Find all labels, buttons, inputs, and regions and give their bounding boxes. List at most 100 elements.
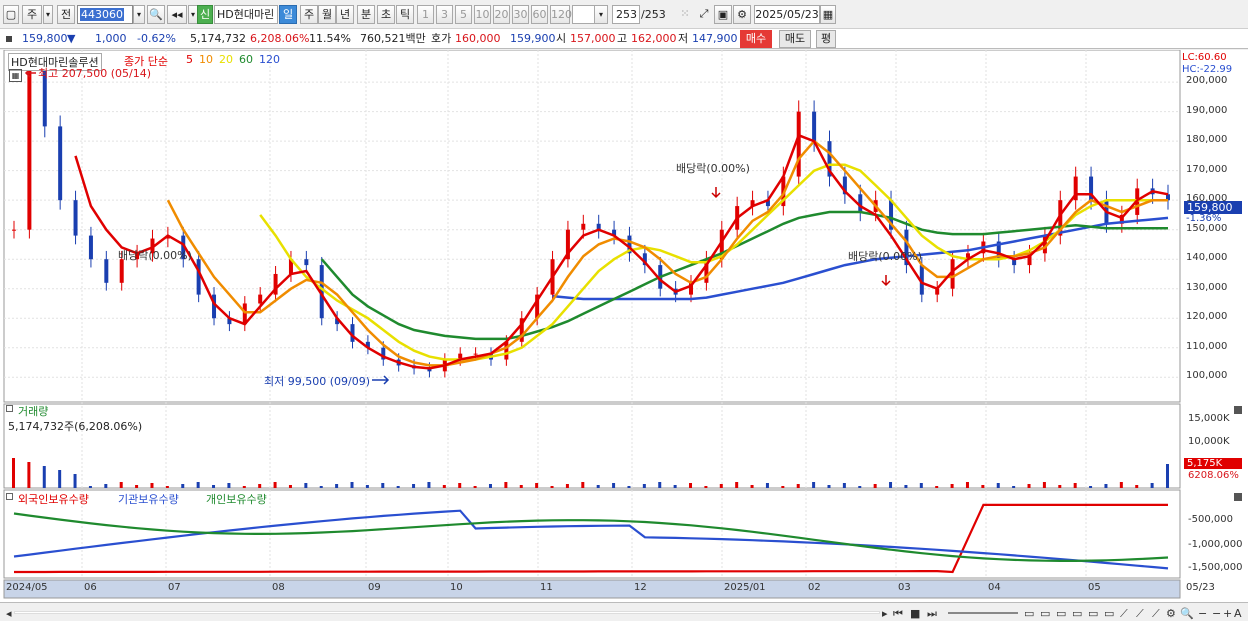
volume-bar <box>135 485 139 488</box>
volume-bar <box>1104 484 1108 488</box>
code-dropdown-icon[interactable]: ▾ <box>133 5 145 24</box>
gear-icon[interactable]: ⚙ <box>733 5 751 24</box>
candle-body <box>965 253 970 260</box>
minus-icon[interactable]: − <box>1198 607 1208 620</box>
layout-icon[interactable]: ▭ <box>1024 607 1035 620</box>
zoom-slider[interactable] <box>948 612 1018 614</box>
period-tab-6[interactable]: 틱 <box>396 5 414 24</box>
scroll-bar[interactable]: ◂ ▸ ⏮ ■ ⏭ ▭ ▭ ▭ ▭ ▭ ▭ ⟋ ⟋ ⟋ ⚙ 🔍 − − + A <box>0 602 1248 621</box>
plus-icon[interactable]: + <box>1223 607 1233 620</box>
candle-body <box>427 368 432 372</box>
window-icon[interactable]: ▢ <box>3 5 19 24</box>
volume-ratio: 6,208.06% <box>250 32 310 45</box>
layout5-icon[interactable]: ▭ <box>1088 607 1099 620</box>
prev-button[interactable]: 전 <box>57 5 75 24</box>
time-tick: 09 <box>368 582 381 593</box>
lc-value: LC:60.60 <box>1182 52 1227 63</box>
chart-canvas[interactable] <box>0 50 1248 602</box>
calendar-icon[interactable]: ▦ <box>820 5 836 24</box>
interval-button-30[interactable]: 30 <box>512 5 529 24</box>
volume-bar <box>73 474 77 488</box>
draw2-icon[interactable]: ⟋ <box>1152 607 1160 620</box>
layout4-icon[interactable]: ▭ <box>1072 607 1083 620</box>
draw-line-icon[interactable]: ⟋ <box>1120 607 1128 620</box>
next-icon[interactable]: ⏭ <box>927 607 937 620</box>
draw-icon[interactable]: ⟋ <box>1136 607 1144 620</box>
zoom-out-icon[interactable]: − <box>1212 607 1222 620</box>
interval-button-60[interactable]: 60 <box>531 5 548 24</box>
interval-button-10[interactable]: 10 <box>474 5 491 24</box>
volume-bar <box>365 485 369 488</box>
period-dropdown-icon[interactable]: ▾ <box>43 5 53 24</box>
candle-body <box>827 141 832 177</box>
play-icon[interactable]: ▸ <box>882 607 888 620</box>
stop-icon[interactable]: ■ <box>910 607 921 620</box>
volume-bar <box>996 483 1000 488</box>
holdings-panel-close-icon[interactable] <box>1234 493 1242 501</box>
stock-name[interactable]: HD현대마린 <box>214 5 278 24</box>
volume-current-tag: 5,175K <box>1184 458 1242 469</box>
grid-icon[interactable]: ⁙ <box>680 7 690 20</box>
interval-dropdown-icon[interactable]: ▾ <box>594 5 608 24</box>
table-icon[interactable]: ▦ <box>9 69 22 82</box>
layout3-icon[interactable]: ▭ <box>1056 607 1067 620</box>
line-ma5 <box>74 133 1169 370</box>
layout6-icon[interactable]: ▭ <box>1104 607 1115 620</box>
period-tab-0[interactable]: 일 <box>279 5 297 24</box>
layout2-icon[interactable]: ▭ <box>1040 607 1051 620</box>
time-tick: 03 <box>898 582 911 593</box>
save-icon[interactable]: ▣ <box>714 5 732 24</box>
volume-bar <box>258 484 262 488</box>
date-input[interactable]: 2025/05/23 <box>754 5 820 24</box>
candle-body <box>950 259 955 289</box>
volume-bar <box>150 483 154 488</box>
line-ma120 <box>552 216 1169 301</box>
period-tab-5[interactable]: 초 <box>377 5 395 24</box>
volume-bar <box>458 483 462 488</box>
stock-code-input[interactable]: 443060 <box>77 5 133 24</box>
buy-button[interactable]: 매수 <box>740 30 772 48</box>
volume-panel-close-icon[interactable] <box>1234 406 1242 414</box>
interval-button-120[interactable]: 120 <box>550 5 572 24</box>
volume-tick-10000k: 10,000K <box>1188 436 1230 447</box>
settings-icon[interactable]: ⚙ <box>1166 607 1176 620</box>
scroll-track[interactable] <box>14 611 880 614</box>
scroll-left-icon[interactable]: ◂ <box>6 607 12 620</box>
text-size-icon[interactable]: A <box>1234 607 1242 620</box>
period-tab-2[interactable]: 월 <box>318 5 336 24</box>
current-pct-tag: -1.36% <box>1186 213 1222 224</box>
interval-button-5[interactable]: 5 <box>455 5 472 24</box>
volume-bar <box>827 485 831 488</box>
search-icon[interactable]: 🔍 <box>147 5 165 24</box>
period-tab-4[interactable]: 분 <box>357 5 375 24</box>
volume-panel-icon[interactable] <box>6 405 13 412</box>
first-icon[interactable]: ⏮ <box>893 607 903 620</box>
price-tick: 160,000 <box>1186 193 1228 205</box>
period-tab-1[interactable]: 주 <box>300 5 318 24</box>
volume-bar <box>58 470 62 488</box>
volume-bar <box>642 484 646 488</box>
period-select[interactable]: 주 <box>22 5 42 24</box>
candle-body <box>1166 194 1170 201</box>
chart-area[interactable]: HD현대마린솔루션 종가 단순 5 10 20 60 120 LC:60.60 HC:-… <box>0 50 1248 602</box>
down-arrow-icon: ▼ <box>67 32 76 45</box>
count-input[interactable]: 253 <box>612 5 640 24</box>
zoom-in-icon[interactable]: 🔍 <box>1180 607 1194 620</box>
volume-bar <box>1135 485 1139 488</box>
interval-button-20[interactable]: 20 <box>493 5 510 24</box>
period-tab-3[interactable]: 년 <box>336 5 354 24</box>
cross-icon[interactable]: ⤢ <box>699 7 709 20</box>
holdings-panel-icon[interactable] <box>6 493 13 500</box>
volume-bar <box>196 482 200 488</box>
volume-bar <box>350 482 354 488</box>
dividend-annotation-1: 배당락(0.00%) <box>676 162 750 175</box>
interval-button-1[interactable]: 1 <box>417 5 434 24</box>
interval-button-3[interactable]: 3 <box>436 5 453 24</box>
high-label: 고 <box>617 32 628 45</box>
avg-button[interactable]: 평 <box>816 30 836 48</box>
sell-button[interactable]: 매도 <box>779 30 811 48</box>
price-tick: 200,000 <box>1186 75 1228 87</box>
sound-icon[interactable]: ◂◂ <box>167 5 187 24</box>
candle-body <box>750 200 755 207</box>
candle-body <box>12 229 16 231</box>
